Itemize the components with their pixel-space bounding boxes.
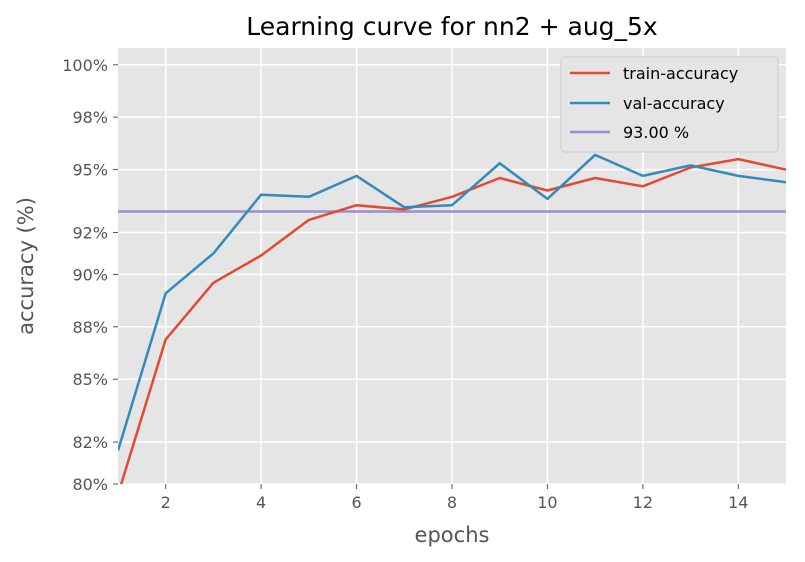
grid-lines <box>118 48 786 485</box>
y-tick-label: 92% <box>72 223 108 242</box>
x-tick-label: 4 <box>256 493 266 512</box>
y-tick-label: 95% <box>72 161 108 180</box>
series-lines <box>118 153 786 484</box>
y-tick-label: 98% <box>72 108 108 127</box>
x-tick-label: 12 <box>633 493 653 512</box>
y-tick-label: 88% <box>72 318 108 337</box>
y-tick-label: 85% <box>72 370 108 389</box>
y-tick-label: 100% <box>62 56 108 75</box>
x-tick-label: 8 <box>447 493 457 512</box>
y-tick-label: 80% <box>72 475 108 494</box>
legend-label-reference: 93.00 % <box>623 123 689 142</box>
chart-title: Learning curve for nn2 + aug_5x <box>246 12 657 41</box>
legend: train-accuracy val-accuracy 93.00 % <box>560 56 779 153</box>
x-tick-label: 2 <box>161 493 171 512</box>
y-tick-labels: 80% 82% 85% 88% 90% 92% 95% 98% 100% <box>62 56 118 494</box>
y-tick-label: 82% <box>72 433 108 452</box>
legend-box <box>560 56 779 153</box>
y-tick-label: 90% <box>72 265 108 284</box>
x-tick-label: 6 <box>351 493 361 512</box>
x-tick-labels: 2 4 6 8 10 12 14 <box>161 484 748 512</box>
legend-label-train: train-accuracy <box>623 64 738 83</box>
series-line-val-accuracy <box>118 153 786 451</box>
x-tick-label: 10 <box>537 493 557 512</box>
x-axis-title: epochs <box>415 523 490 547</box>
x-tick-label: 14 <box>728 493 748 512</box>
legend-label-val: val-accuracy <box>623 94 725 113</box>
y-axis-title: accuracy (%) <box>14 197 38 335</box>
series-line-train-accuracy <box>119 157 786 484</box>
